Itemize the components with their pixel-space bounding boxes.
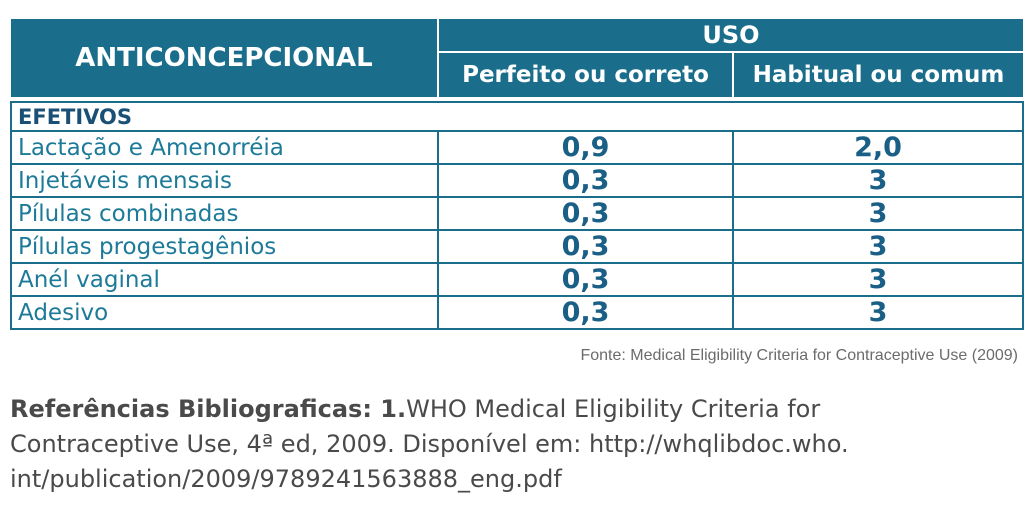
table-row: Adesivo 0,3 3 xyxy=(10,295,1024,330)
table-row: Anél vaginal 0,3 3 xyxy=(10,262,1024,297)
header-anticoncepcional: ANTICONCEPCIONAL xyxy=(11,19,439,97)
table-source-note: Fonte: Medical Eligibility Criteria for … xyxy=(580,347,1018,364)
value-perfeito: 0,3 xyxy=(437,262,734,297)
row-label: Pílulas combinadas xyxy=(10,196,439,231)
value-habitual: 3 xyxy=(732,163,1024,198)
contraceptive-table-container: ANTICONCEPCIONAL USO Perfeito ou correto… xyxy=(10,19,1024,330)
header-perfeito: Perfeito ou correto xyxy=(438,52,734,97)
header-habitual: Habitual ou comum xyxy=(733,52,1023,97)
value-perfeito: 0,3 xyxy=(437,229,734,264)
value-habitual: 3 xyxy=(732,196,1024,231)
contraceptive-table: ANTICONCEPCIONAL USO Perfeito ou correto… xyxy=(10,19,1024,330)
table-row: Lactação e Amenorréia 0,9 2,0 xyxy=(10,130,1024,165)
references-line-3: int/publication/2009/9789241563888_eng.p… xyxy=(10,465,562,493)
table-row: Pílulas combinadas 0,3 3 xyxy=(10,196,1024,231)
value-habitual: 3 xyxy=(732,229,1024,264)
table-row: Injetáveis mensais 0,3 3 xyxy=(10,163,1024,198)
row-label: Injetáveis mensais xyxy=(10,163,439,198)
value-habitual: 2,0 xyxy=(732,130,1024,165)
references-line-2: Contraceptive Use, 4ª ed, 2009. Disponív… xyxy=(10,430,849,458)
value-habitual: 3 xyxy=(732,295,1024,330)
value-perfeito: 0,3 xyxy=(437,295,734,330)
value-perfeito: 0,9 xyxy=(437,130,734,165)
value-habitual: 3 xyxy=(732,262,1024,297)
section-row: EFETIVOS xyxy=(10,101,1024,132)
row-label: Pílulas progestagênios xyxy=(10,229,439,264)
header-uso: USO xyxy=(438,19,1023,53)
table-row: Pílulas progestagênios 0,3 3 xyxy=(10,229,1024,264)
value-perfeito: 0,3 xyxy=(437,163,734,198)
references-text-1: WHO Medical Eligibility Criteria for xyxy=(406,395,821,423)
references-block: Referências Bibliograficas: 1.WHO Medica… xyxy=(10,392,1010,497)
row-label: Adesivo xyxy=(10,295,439,330)
row-label: Lactação e Amenorréia xyxy=(10,130,439,165)
references-heading: Referências Bibliograficas: 1. xyxy=(10,395,407,423)
value-perfeito: 0,3 xyxy=(437,196,734,231)
section-label-efetivos: EFETIVOS xyxy=(10,101,1024,132)
references-line-1: Referências Bibliograficas: 1.WHO Medica… xyxy=(10,392,1010,427)
row-label: Anél vaginal xyxy=(10,262,439,297)
